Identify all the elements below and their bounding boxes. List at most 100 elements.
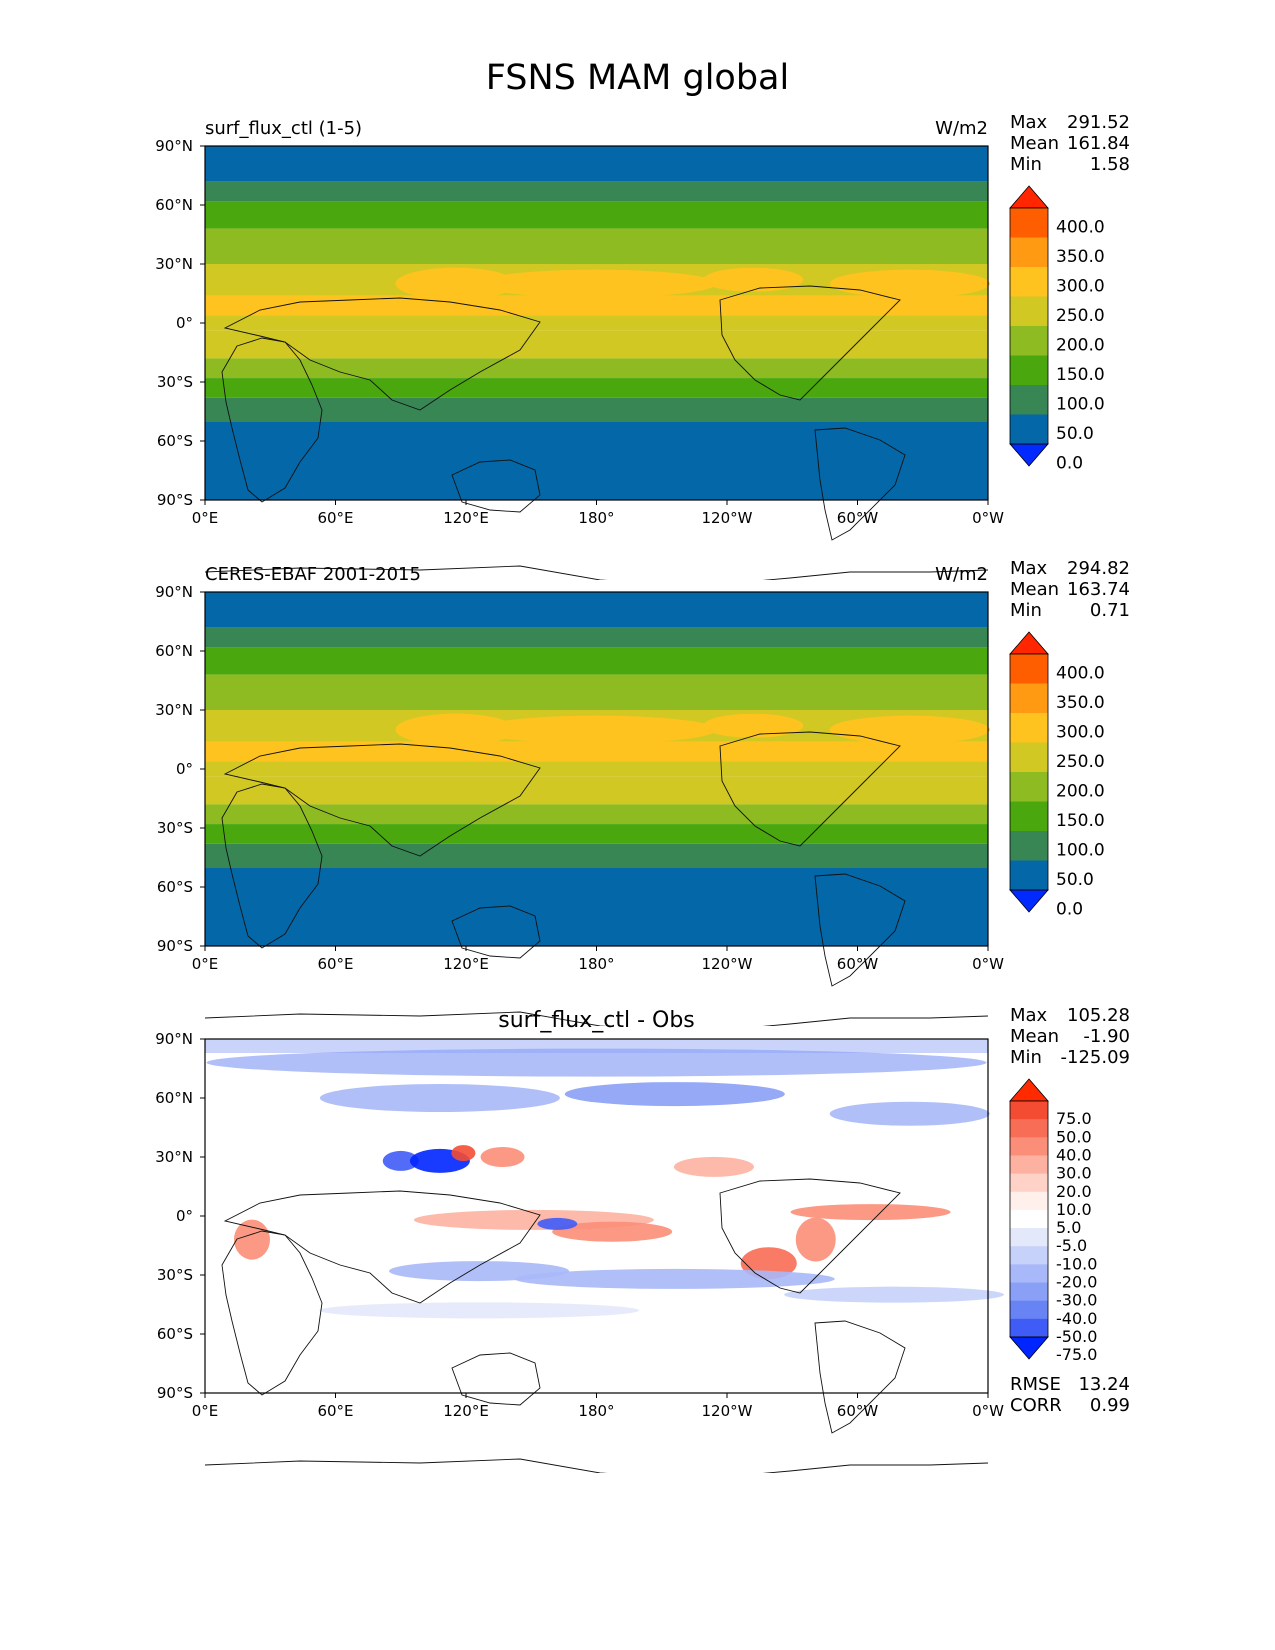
coastline <box>719 1178 901 1294</box>
colorbar-segment <box>1010 1318 1048 1338</box>
lat-tick-label: 30°N <box>155 1148 193 1166</box>
footer-value: 13.24 <box>1078 1374 1130 1395</box>
field-band <box>205 592 988 628</box>
coastline <box>451 459 541 513</box>
field-anomaly <box>206 1048 987 1077</box>
colorbar-segment <box>1010 326 1048 356</box>
field-maximum <box>829 269 990 298</box>
colorbar-label: -75.0 <box>1056 1345 1097 1364</box>
stat-label: Mean <box>1010 133 1059 154</box>
field-band <box>205 761 988 777</box>
colorbar-segment <box>1010 1209 1048 1229</box>
field-band <box>205 674 988 710</box>
colorbar-label: 200.0 <box>1056 336 1105 356</box>
field-band <box>205 228 988 264</box>
stat-value: 105.28 <box>1067 1005 1130 1026</box>
lat-tick-label: 60°S <box>157 1325 193 1343</box>
coastline <box>204 565 989 580</box>
colorbar-label: 150.0 <box>1056 365 1105 385</box>
field-band <box>205 627 988 648</box>
field-anomaly <box>564 1082 785 1107</box>
field-anomaly <box>790 1204 951 1221</box>
field-anomaly <box>795 1217 836 1262</box>
colorbar-label: -10.0 <box>1056 1254 1097 1273</box>
colorbar-segment <box>1010 683 1048 714</box>
field-anomaly <box>451 1145 476 1162</box>
stat-label: Min <box>1010 600 1042 621</box>
stat-value: 0.71 <box>1090 600 1130 621</box>
lat-tick-label: 30°S <box>157 1266 193 1284</box>
field-band <box>205 358 988 379</box>
colorbar-label: 250.0 <box>1056 306 1105 326</box>
panel-center-title: surf_flux_ctl - Obs <box>498 1008 695 1033</box>
coastlines <box>204 1178 989 1473</box>
field-anomaly <box>319 1084 560 1112</box>
lon-tick-label: 60°W <box>837 1402 879 1420</box>
colorbar-extend-min <box>1009 889 1049 913</box>
map-field <box>205 1039 1005 1393</box>
colorbar-label: 50.0 <box>1056 1127 1092 1146</box>
colorbar-segment <box>1010 1119 1048 1138</box>
diff-panel: 90°N 60°N 30°N 0° 30°S 60°S 90°S 0°E 60°E 120°E 18… <box>0 1003 1275 1473</box>
lon-tick-label: 60°W <box>837 509 879 527</box>
colorbar-segment <box>1010 801 1048 832</box>
colorbar: 400.0 350.0 300.0 250.0 200.0 150.0 100.0 50.0 0… <box>1009 185 1105 474</box>
colorbar-label: 350.0 <box>1056 247 1105 267</box>
colorbar: 400.0 350.0 300.0 250.0 200.0 150.0 100.0 50.0 0… <box>1009 631 1105 920</box>
field-band <box>205 315 988 331</box>
colorbar-segment <box>1010 1246 1048 1265</box>
lon-tick-label: 60°E <box>317 955 353 973</box>
lon-tick-label: 60°W <box>837 955 879 973</box>
field-anomaly <box>784 1286 1005 1303</box>
colorbar-label: 40.0 <box>1056 1145 1092 1164</box>
panel-units: W/m2 <box>935 564 988 585</box>
colorbar-label: 100.0 <box>1056 395 1105 415</box>
panel-left-title: surf_flux_ctl (1-5) <box>205 118 362 139</box>
colorbar-label: 200.0 <box>1056 782 1105 802</box>
colorbar-segment <box>1010 355 1048 386</box>
stat-value: -125.09 <box>1061 1047 1130 1068</box>
colorbar-segment <box>1010 237 1048 268</box>
colorbar-segment <box>1010 860 1048 891</box>
lat-tick-label: 30°N <box>155 701 193 719</box>
colorbar-label: 0.0 <box>1056 454 1083 474</box>
colorbar-extend-min <box>1009 1336 1049 1360</box>
field-maximum <box>395 267 516 300</box>
colorbar-segment <box>1010 385 1048 415</box>
stat-value: 291.52 <box>1067 112 1130 133</box>
lat-tick-label: 0° <box>176 314 193 332</box>
lat-tick-label: 0° <box>176 760 193 778</box>
field-anomaly <box>382 1150 419 1171</box>
colorbar-outline <box>1009 207 1049 445</box>
colorbar-label: 20.0 <box>1056 1182 1092 1201</box>
field-maximum <box>703 713 804 738</box>
colorbar-label: 100.0 <box>1056 841 1105 861</box>
colorbar-segment <box>1010 1300 1048 1320</box>
field-band <box>205 741 988 762</box>
field-band <box>205 421 988 500</box>
field-maximum <box>829 715 990 744</box>
colorbar-segment <box>1010 1137 1048 1156</box>
field-anomaly <box>673 1156 754 1177</box>
field-band <box>205 867 988 946</box>
stat-label: Max <box>1010 112 1048 133</box>
lon-tick-label: 180° <box>578 509 614 527</box>
lat-tick-label: 60°S <box>157 432 193 450</box>
footer-label: RMSE <box>1010 1374 1061 1395</box>
field-anomaly <box>319 1302 640 1319</box>
field-band <box>205 146 988 182</box>
field-anomaly <box>514 1268 835 1289</box>
colorbar-label: 350.0 <box>1056 693 1105 713</box>
lat-tick-label: 90°N <box>155 1030 193 1048</box>
stat-value: 294.82 <box>1067 558 1130 579</box>
coastline <box>719 731 901 847</box>
lon-tick-label: 120°E <box>443 1402 489 1420</box>
panel-units: W/m2 <box>935 118 988 139</box>
footer-value: 0.99 <box>1090 1395 1130 1416</box>
field-band <box>205 804 988 825</box>
field-band <box>205 824 988 844</box>
colorbar-label: 150.0 <box>1056 811 1105 831</box>
field-band <box>205 181 988 202</box>
coastline <box>221 783 323 949</box>
lon-tick-label: 180° <box>578 955 614 973</box>
